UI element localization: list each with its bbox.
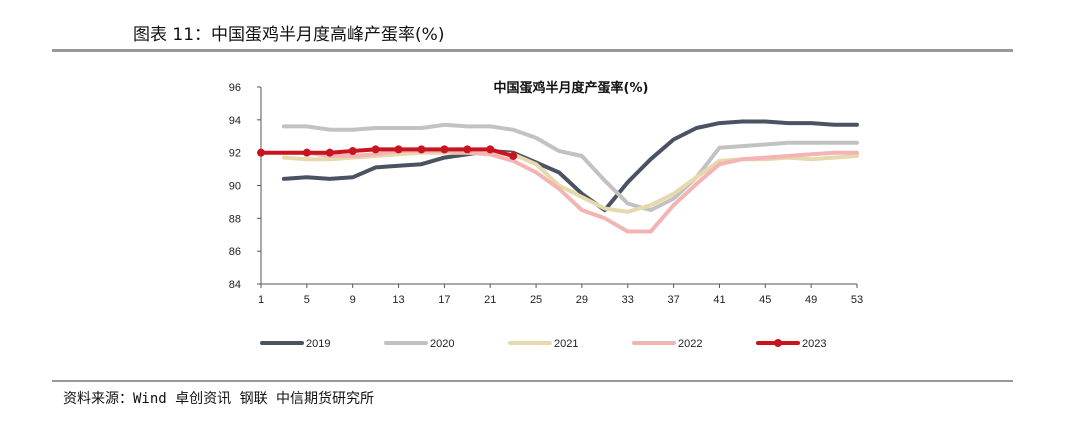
source-note: 资料来源：Wind 卓创资讯 钢联 中信期货研究所 (63, 391, 374, 407)
y-tick-label: 84 (229, 279, 241, 291)
x-tick-label: 45 (759, 294, 771, 306)
x-tick-label: 37 (667, 294, 679, 306)
x-tick-label: 33 (622, 294, 634, 306)
y-tick-label: 86 (229, 246, 241, 258)
series-point-2023 (440, 145, 449, 154)
series-point-2023 (509, 151, 518, 160)
y-tick-label: 92 (229, 148, 241, 160)
legend-label-2023: 2023 (802, 338, 826, 350)
series-point-2023 (417, 145, 426, 154)
series-point-2023 (302, 148, 311, 157)
chart-axes: 84 86 88 90 92 94 96 1 5 9 13 17 21 25 29 33 37 41 45 49 53 (229, 82, 863, 306)
legend-label-2019: 2019 (306, 338, 330, 350)
y-tick-label: 90 (229, 181, 241, 193)
series-point-2023 (257, 148, 265, 157)
series-line-2019 (281, 119, 859, 213)
x-tick-label: 9 (350, 294, 356, 306)
series-point-2023 (325, 148, 334, 157)
plot-area (257, 119, 859, 234)
x-tick-label: 53 (851, 294, 863, 306)
legend-label-2021: 2021 (554, 338, 578, 350)
x-tick-label: 49 (805, 294, 817, 306)
series-point-2023 (348, 147, 357, 156)
x-tick-label: 21 (484, 294, 496, 306)
x-tick-label: 5 (304, 294, 310, 306)
series-point-2023 (463, 145, 472, 154)
x-tick-label: 17 (438, 294, 450, 306)
chart-title: 中国蛋鸡半月度产蛋率(%) (494, 80, 649, 96)
top-rule (52, 49, 1013, 52)
series-line-2022 (281, 149, 859, 234)
bottom-rule (52, 380, 1013, 382)
x-tick-label: 29 (576, 294, 588, 306)
x-tick-label: 13 (392, 294, 404, 306)
series-point-2023 (371, 145, 380, 154)
figure-caption: 图表 11：中国蛋鸡半月度高峰产蛋率(%) (133, 25, 445, 45)
y-tick-label: 88 (229, 213, 241, 225)
series-point-2023 (486, 145, 495, 154)
x-tick-label: 41 (713, 294, 725, 306)
x-tick-label: 1 (258, 294, 264, 306)
series-point-2023 (394, 145, 403, 154)
legend-label-2022: 2022 (678, 338, 702, 350)
y-tick-label: 96 (229, 82, 241, 94)
series-line-2020 (281, 122, 859, 213)
x-tick-label: 25 (530, 294, 542, 306)
legend-marker-2023 (774, 339, 782, 347)
chart-legend: 2019 2020 2021 2022 2023 (260, 338, 826, 350)
y-tick-label: 94 (229, 115, 241, 127)
legend-label-2020: 2020 (430, 338, 454, 350)
